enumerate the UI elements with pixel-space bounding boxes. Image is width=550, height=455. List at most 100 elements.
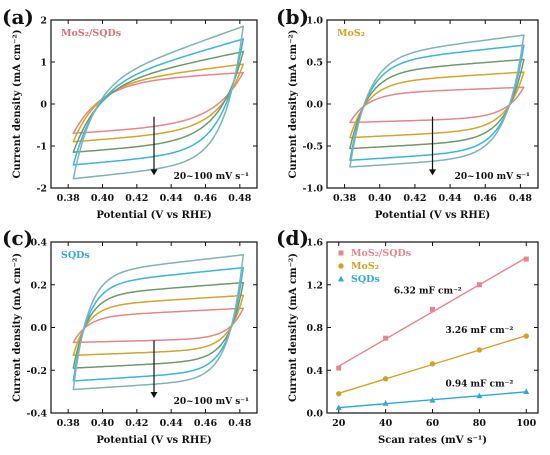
panel-label: (c)	[2, 226, 33, 250]
scan-rate-annotation: 20~100 mV s⁻¹	[174, 397, 249, 407]
x-tick-label: 0.40	[91, 418, 115, 429]
cv-loop-3	[72, 50, 245, 154]
arrow-head	[429, 169, 436, 176]
y-tick-label: -0.4	[27, 409, 48, 420]
x-axis-label: Potential (V vs RHE)	[96, 435, 211, 446]
cv-loop-4	[72, 266, 245, 382]
x-tick-label: 0.40	[91, 193, 115, 204]
y-axis-label: Current density (mA cm⁻²)	[288, 29, 299, 178]
data-point	[523, 333, 529, 339]
panel-title: MoS₂	[337, 28, 365, 39]
data-point	[382, 376, 389, 382]
cv-loop-2	[72, 63, 245, 143]
x-tick-label: 20	[332, 418, 346, 429]
cv-loop-3	[349, 58, 525, 150]
y-tick-label: 0.4	[306, 366, 323, 377]
fit-slope-label: 3.26 mF cm⁻²	[445, 326, 513, 336]
x-tick-label: 0.38	[57, 418, 81, 429]
y-axis-label: Current density (mA cm⁻²)	[288, 253, 299, 402]
x-tick-label: 80	[473, 418, 487, 429]
y-tick-label: -0.2	[27, 366, 47, 377]
y-tick-label: 0	[40, 100, 47, 111]
data-point	[336, 391, 342, 397]
cv-loop-3	[72, 281, 245, 369]
x-tick-label: 100	[516, 418, 536, 429]
x-tick-label: 0.46	[194, 193, 218, 204]
x-axis-label: Scan rates (mV s⁻¹)	[378, 435, 487, 446]
data-point	[476, 282, 482, 288]
panel-1: (a) 0.38 0.40 0.42 0.44 0.46 0.48 -2 -1 0 1 2 Potent…	[2, 5, 258, 221]
y-tick-label: 0.0	[306, 409, 323, 420]
cv-loop-5	[72, 25, 245, 180]
legend-marker	[338, 250, 344, 256]
legend-marker	[338, 263, 344, 269]
x-tick-label: 40	[379, 418, 393, 429]
cv-loop-1	[72, 71, 245, 135]
y-tick-label: 0.0	[30, 323, 47, 334]
x-tick-label: 0.38	[333, 193, 357, 204]
x-tick-label: 0.46	[474, 193, 498, 204]
cv-loop-1	[349, 86, 525, 124]
y-tick-label: 0.5	[306, 58, 323, 69]
cv-loop-2	[72, 294, 245, 357]
data-point	[476, 347, 483, 353]
panel-title: SQDs	[61, 250, 90, 261]
fit-slope-label: 0.94 mF cm⁻²	[445, 379, 513, 389]
legend-label: MoS₂	[351, 261, 379, 272]
panel-title: MoS₂/SQDs	[61, 28, 121, 39]
x-tick-label: 60	[426, 418, 440, 429]
x-tick-label: 0.38	[57, 193, 81, 204]
scan-rate-annotation: 20~100 mV s⁻¹	[174, 172, 249, 182]
x-tick-label: 0.46	[194, 418, 218, 429]
y-tick-label: 1.0	[306, 16, 323, 27]
x-axis-label: Potential (V vs RHE)	[375, 210, 490, 221]
cv-loop-4	[72, 38, 245, 166]
scan-rate-annotation: 20~100 mV s⁻¹	[455, 172, 530, 182]
legend-marker	[338, 275, 344, 282]
arrow-head	[150, 169, 158, 176]
x-tick-label: 0.42	[125, 193, 148, 204]
cv-loop-5	[72, 254, 245, 391]
y-tick-label: 1.6	[306, 238, 323, 249]
panel-2: (b) 0.38 0.40 0.42 0.44 0.46 0.48 -1.0 -0.5 0.0 0.…	[276, 5, 539, 221]
data-point	[429, 396, 436, 403]
y-axis-label: Current density (mA cm⁻²)	[12, 253, 23, 402]
x-tick-label: 0.44	[160, 193, 184, 204]
x-tick-label: 0.44	[439, 193, 463, 204]
y-tick-label: 0.8	[306, 323, 323, 334]
cv-loop-2	[349, 71, 525, 139]
cv-loop-4	[349, 44, 525, 162]
x-tick-label: 0.48	[509, 193, 533, 204]
data-point	[430, 306, 435, 312]
y-axis-label: Current density (mA cm⁻²)	[12, 29, 23, 178]
cv-loop-5	[349, 34, 525, 168]
x-tick-label: 0.42	[403, 193, 426, 204]
x-tick-label: 0.48	[228, 418, 252, 429]
data-point	[476, 392, 483, 399]
x-tick-label: 0.44	[160, 418, 184, 429]
y-tick-label: -0.5	[303, 142, 323, 153]
data-point	[335, 404, 342, 411]
panel-label: (d)	[276, 226, 309, 250]
fit-line-1	[338, 256, 527, 367]
data-point	[383, 335, 389, 341]
x-tick-label: 0.48	[228, 193, 252, 204]
fit-slope-label: 6.32 mF cm⁻²	[394, 286, 462, 296]
arrow-head	[150, 392, 158, 399]
y-tick-label: 1.2	[306, 280, 323, 291]
y-tick-label: 0.2	[30, 280, 47, 291]
panel-label: (b)	[276, 5, 309, 29]
panel-label: (a)	[2, 5, 34, 29]
data-point	[382, 400, 389, 406]
y-tick-label: -2	[36, 184, 47, 195]
y-tick-label: -1.0	[303, 184, 324, 195]
data-point	[336, 365, 342, 371]
x-axis-label: Potential (V vs RHE)	[96, 210, 211, 221]
legend-label: MoS₂/SQDs	[351, 248, 411, 259]
panel-3: (c) 0.38 0.40 0.42 0.44 0.46 0.48 -0.4 -0.2 0.0 0.…	[2, 226, 258, 446]
panel-4: (d) 20 40 60 80 100 0.0 0.4 0.8 1.2 1.6 Scan rates …	[276, 226, 539, 446]
x-tick-label: 0.40	[368, 193, 392, 204]
x-tick-label: 0.42	[125, 418, 148, 429]
y-tick-label: 1	[40, 58, 47, 69]
